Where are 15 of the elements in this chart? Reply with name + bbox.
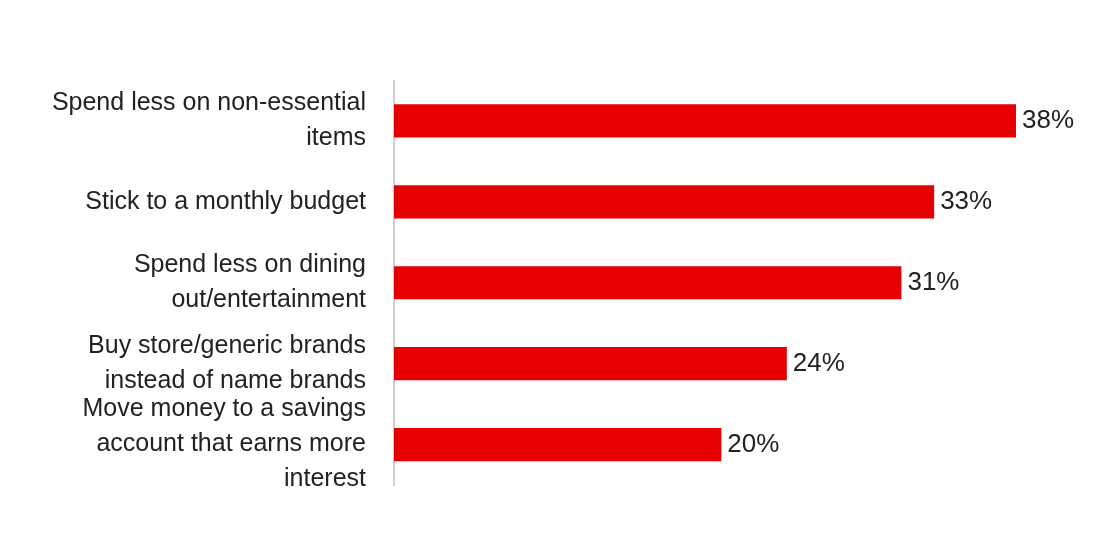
bar (394, 347, 787, 381)
data-label: 20% (727, 427, 780, 458)
bar (394, 185, 935, 219)
y-tick-label: Buy store/generic brands instead of name brands (88, 330, 366, 394)
data-label: 31% (907, 265, 960, 296)
bar (394, 427, 722, 462)
y-tick-label: Move money to a savings account that earns more interest (82, 393, 367, 492)
bar (394, 266, 902, 300)
y-tick-label: Spend less on non-essential items (51, 87, 366, 151)
y-tick-label: Stick to a monthly budget (85, 185, 367, 214)
data-label: 24% (792, 346, 845, 377)
y-tick-label: Spend less on dining out/entertainment (133, 249, 367, 313)
bar (394, 104, 1016, 138)
data-label: 33% (940, 185, 993, 216)
data-label: 38% (1022, 104, 1075, 135)
